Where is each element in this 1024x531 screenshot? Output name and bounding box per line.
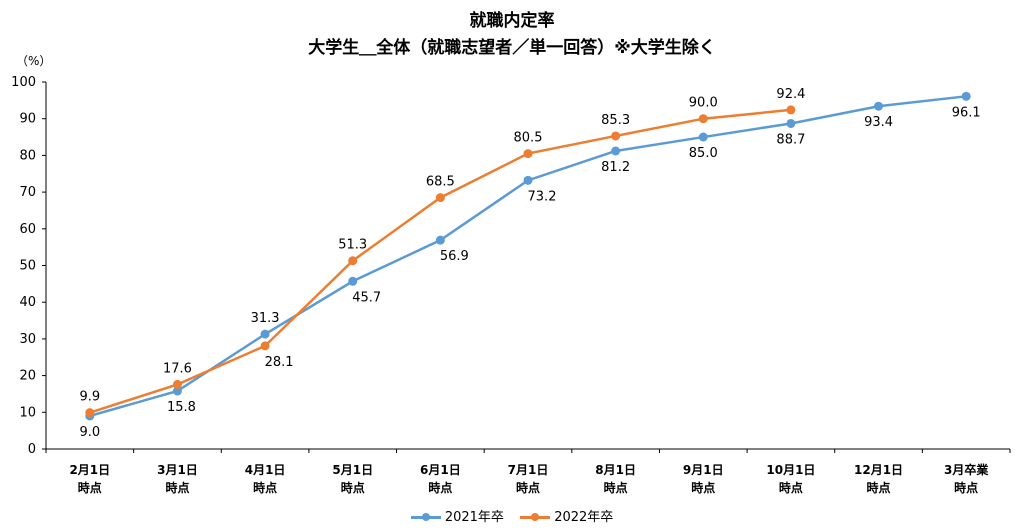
- x-tick-label: 3月卒業: [944, 462, 989, 477]
- x-tick-label: 2月1日: [69, 463, 110, 477]
- data-point: [874, 101, 884, 111]
- data-label-2021: 31.3: [251, 311, 280, 326]
- data-label-2021: 81.2: [601, 160, 630, 175]
- data-point: [85, 408, 95, 418]
- data-point: [348, 276, 358, 286]
- data-label-2021: 96.1: [952, 105, 981, 120]
- x-tick-label: 時点: [78, 480, 102, 495]
- data-label-2021: 56.9: [440, 249, 469, 264]
- y-tick-label: 70: [19, 185, 36, 200]
- legend-swatch-2021: [410, 513, 441, 521]
- data-label-2022: 9.9: [79, 390, 100, 405]
- y-tick-label: 90: [19, 112, 36, 127]
- y-tick-label: 50: [19, 259, 36, 274]
- data-label-2021: 45.7: [352, 290, 381, 305]
- x-tick-label: 5月1日: [332, 463, 373, 477]
- x-tick-label: 6月1日: [420, 463, 461, 477]
- x-tick-label: 時点: [165, 480, 189, 495]
- legend-label-2022: 2022年卒: [554, 510, 614, 525]
- chart-subtitle: 大学生＿全体（就職志望者／単一回答）※大学生除く: [308, 38, 716, 58]
- data-label-2021: 73.2: [528, 189, 557, 204]
- x-tick-label: 時点: [341, 480, 365, 495]
- y-tick-label: 10: [19, 405, 36, 420]
- legend-item-2022: 2022年卒: [520, 506, 613, 525]
- data-label-2022: 85.3: [601, 113, 630, 128]
- data-point: [260, 329, 270, 339]
- data-point: [698, 114, 708, 124]
- data-label-2021: 88.7: [776, 132, 805, 147]
- y-tick-label: 80: [19, 148, 36, 163]
- data-label-2022: 17.6: [163, 361, 192, 376]
- data-point: [786, 118, 796, 128]
- legend-label-2021: 2021年卒: [444, 510, 504, 525]
- data-label-2021: 93.4: [864, 115, 893, 130]
- data-label-2022: 92.4: [776, 87, 805, 102]
- x-tick-label: 12月1日: [854, 463, 903, 477]
- data-point: [698, 132, 708, 142]
- data-point: [435, 193, 445, 203]
- data-point: [523, 175, 533, 185]
- y-unit-label: （%）: [16, 54, 52, 68]
- data-label-2022: 28.1: [265, 355, 294, 370]
- y-tick-label: 20: [19, 369, 36, 384]
- data-point: [348, 256, 358, 266]
- x-tick-label: 時点: [867, 480, 891, 495]
- x-tick-label: 時点: [604, 480, 628, 495]
- data-label-2021: 9.0: [79, 425, 100, 440]
- data-point: [172, 379, 182, 389]
- y-tick-label: 60: [19, 222, 36, 237]
- y-tick-label: 40: [19, 295, 36, 310]
- data-point: [611, 131, 621, 141]
- data-label-2022: 68.5: [426, 175, 455, 190]
- chart-title: 就職内定率: [469, 11, 555, 31]
- x-tick-label: 4月1日: [245, 463, 286, 477]
- x-tick-label: 7月1日: [508, 463, 549, 477]
- legend-swatch-2022: [520, 513, 551, 521]
- y-tick-label: 30: [19, 332, 36, 347]
- x-tick-label: 10月1日: [766, 463, 815, 477]
- legend-item-2021: 2021年卒: [410, 506, 504, 525]
- data-point: [961, 91, 971, 101]
- x-tick-label: 3月1日: [157, 463, 198, 477]
- data-label-2022: 90.0: [689, 96, 718, 111]
- data-point: [260, 341, 270, 351]
- x-tick-label: 8月1日: [595, 463, 636, 477]
- data-label-2021: 15.8: [167, 400, 196, 415]
- y-tick-label: 0: [28, 442, 36, 457]
- x-tick-label: 時点: [954, 480, 978, 495]
- x-tick-label: 時点: [691, 480, 715, 495]
- x-tick-label: 時点: [516, 480, 540, 495]
- data-point: [611, 146, 621, 156]
- x-tick-label: 時点: [428, 480, 452, 495]
- x-tick-label: 時点: [253, 480, 277, 495]
- data-point: [435, 235, 445, 245]
- data-point: [786, 105, 796, 115]
- data-label-2022: 80.5: [514, 131, 543, 146]
- x-tick-label: 時点: [779, 480, 803, 495]
- data-point: [523, 149, 533, 159]
- data-label-2022: 51.3: [338, 238, 367, 253]
- data-point: [172, 386, 182, 396]
- x-tick-label: 9月1日: [683, 463, 724, 477]
- legend: 2021年卒 2022年卒: [0, 506, 1024, 525]
- data-label-2021: 85.0: [689, 146, 718, 161]
- y-tick-label: 100: [11, 75, 36, 90]
